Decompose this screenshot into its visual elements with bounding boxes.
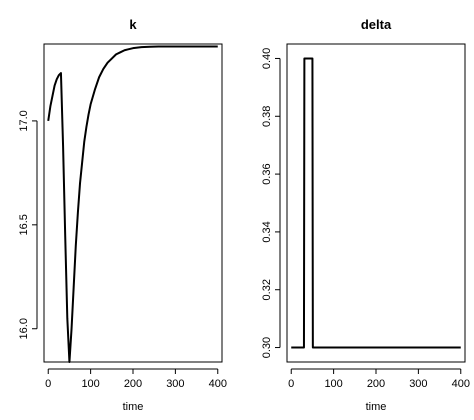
x-axis: 0 100 200 300 400 — [45, 368, 227, 390]
x-axis-label: time — [366, 401, 387, 413]
x-tick-label: 0 — [45, 378, 51, 390]
x-tick-label: 200 — [124, 378, 142, 390]
x-tick-label: 400 — [452, 378, 470, 390]
y-tick-label: 0.30 — [261, 337, 273, 358]
x-tick-label: 200 — [367, 378, 385, 390]
series-line — [291, 57, 461, 349]
chart-title: k — [129, 17, 137, 32]
y-axis: 16.0 16.5 17.0 — [18, 110, 38, 339]
y-tick-label: 0.40 — [261, 48, 273, 69]
y-tick-label: 17.0 — [18, 110, 30, 131]
y-tick-label: 0.38 — [261, 106, 273, 127]
y-tick-label: 0.34 — [261, 221, 273, 242]
y-tick-label: 16.0 — [18, 318, 30, 339]
x-tick-label: 100 — [81, 378, 99, 390]
series-layer — [291, 57, 461, 349]
chart-title: delta — [361, 17, 392, 32]
plot-frame — [43, 43, 223, 363]
x-tick-label: 300 — [409, 378, 427, 390]
plot-frame — [286, 43, 466, 363]
x-tick-label: 100 — [324, 378, 342, 390]
y-tick-label: 16.5 — [18, 214, 30, 235]
x-axis: 0 100 200 300 400 — [288, 368, 470, 390]
y-tick-label: 0.36 — [261, 163, 273, 184]
chart-panel-k: k 0 100 200 300 400 16.0 16.5 17.0 time — [18, 17, 227, 413]
x-axis-label: time — [123, 401, 144, 413]
y-axis: 0.30 0.32 0.34 0.36 0.38 0.40 — [261, 48, 281, 358]
x-tick-label: 400 — [209, 378, 227, 390]
series-line — [47, 45, 218, 363]
chart-panel-delta: delta 0 100 200 300 400 0.30 0.32 0.34 0.36 0.38… — [261, 17, 470, 413]
y-tick-label: 0.32 — [261, 279, 273, 300]
x-tick-label: 0 — [288, 378, 294, 390]
x-tick-label: 300 — [166, 378, 184, 390]
series-layer — [47, 45, 218, 363]
